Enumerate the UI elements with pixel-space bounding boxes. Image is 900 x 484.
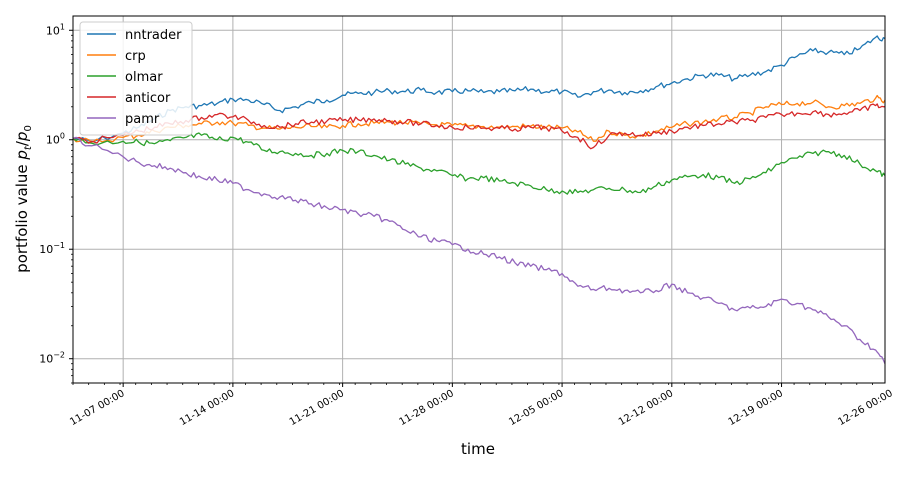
y-axis-label-num: p	[13, 150, 31, 161]
x-tick-label: 11-07 00:00	[68, 388, 126, 428]
legend-label-anticor: anticor	[125, 91, 171, 106]
series-line-olmar	[73, 132, 885, 195]
x-tick-label: 11-28 00:00	[397, 388, 455, 428]
x-axis-label: time	[461, 440, 495, 458]
legend: nntrader crp olmar anticor pamr	[79, 21, 193, 136]
x-tick-label: 12-05 00:00	[507, 388, 565, 428]
grid	[73, 16, 885, 383]
legend-box	[79, 21, 193, 136]
series-line-nntrader	[73, 35, 885, 143]
x-tick-label: 11-14 00:00	[178, 388, 236, 428]
legend-label-olmar: olmar	[125, 70, 163, 85]
series-line-crp	[73, 94, 885, 143]
y-tick-label: 10−1	[39, 241, 65, 256]
x-tick-label: 12-12 00:00	[617, 388, 675, 428]
y-axis-label-prefix: portfolio value	[13, 160, 31, 273]
plot-area-frame	[72, 15, 886, 384]
legend-label-crp: crp	[125, 49, 146, 64]
x-tick-label: 12-26 00:00	[836, 388, 894, 428]
y-axis-label-den-sub: 0	[23, 125, 34, 131]
x-tick-label: 12-19 00:00	[727, 388, 785, 428]
series-line-pamr	[73, 136, 885, 364]
y-tick-label: 101	[46, 22, 65, 37]
legend-label-pamr: pamr	[125, 112, 160, 127]
y-tick-label: 100	[46, 132, 65, 147]
y-axis-label-den: p	[13, 132, 31, 143]
x-tick-label: 11-21 00:00	[288, 388, 346, 428]
y-axis-label: portfolio value pt/p0	[13, 125, 34, 273]
y-tick-label: 10−2	[39, 351, 65, 366]
legend-label-nntrader: nntrader	[125, 28, 182, 43]
series-line-anticor	[73, 103, 885, 150]
y-axis-label-num-sub: t	[23, 145, 34, 150]
series-lines	[73, 35, 885, 364]
